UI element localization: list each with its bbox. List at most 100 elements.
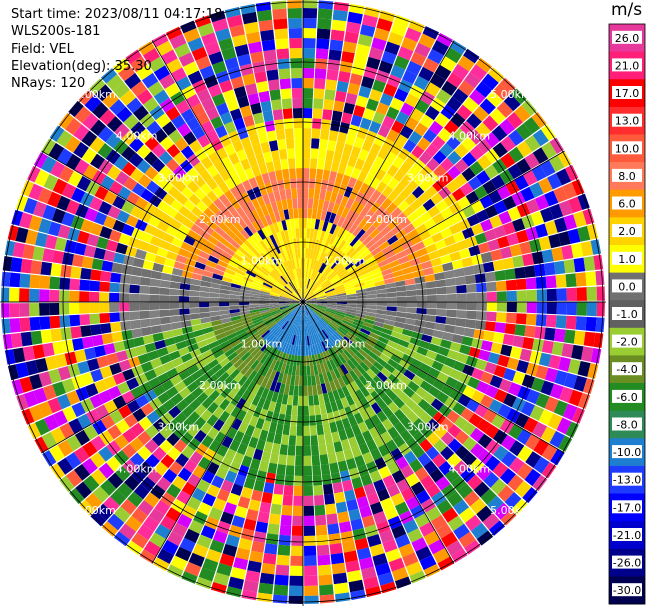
- ppi-gate: [276, 317, 286, 325]
- ppi-gate: [97, 126, 114, 143]
- ppi-gate: [250, 247, 260, 257]
- ppi-gate: [311, 323, 317, 334]
- ppi-gate: [303, 38, 316, 49]
- ppi-gate: [208, 202, 220, 215]
- ppi-gate: [408, 20, 425, 33]
- ppi-gate: [397, 147, 411, 161]
- ppi-gate: [239, 63, 254, 76]
- ppi-gate: [549, 203, 564, 220]
- ppi-gate: [370, 501, 384, 515]
- ppi-gate: [213, 394, 225, 407]
- ppi-gate: [549, 430, 565, 448]
- ppi-gate: [100, 175, 115, 190]
- ppi-gate: [420, 260, 433, 270]
- ppi-gate: [375, 386, 386, 398]
- ring-label: 4.00km: [449, 130, 491, 143]
- ppi-gate: [273, 327, 282, 337]
- ppi-gate: [315, 260, 321, 271]
- ppi-gate: [215, 70, 230, 84]
- ppi-gate: [144, 439, 159, 454]
- ppi-gate: [313, 188, 321, 200]
- ppi-gate: [444, 324, 456, 334]
- ppi-gate: [273, 314, 283, 321]
- ppi-gate: [563, 259, 576, 274]
- ppi-gate: [235, 547, 251, 561]
- ppi-gate: [262, 314, 272, 320]
- ppi-gate: [386, 106, 400, 120]
- ppi-gate: [335, 329, 345, 338]
- ppi-gate: [428, 367, 441, 379]
- ppi-gate: [253, 448, 264, 461]
- ppi-gate: [174, 137, 189, 152]
- ppi-gate: [468, 413, 483, 428]
- ppi-gate: [298, 385, 303, 396]
- ppi-gate: [49, 445, 65, 463]
- ppi-gate: [234, 474, 247, 487]
- ppi-gate: [534, 326, 546, 340]
- ppi-gate: [311, 312, 319, 322]
- ppi-gate: [220, 387, 232, 399]
- ppi-gate: [316, 209, 323, 220]
- ppi-gate: [423, 530, 440, 546]
- ppi-gate: [110, 489, 127, 506]
- ppi-gate: [167, 446, 181, 461]
- ppi-gate: [141, 326, 153, 337]
- ppi-gate: [208, 507, 223, 521]
- ppi-gate: [307, 299, 317, 302]
- ppi-gate: [168, 405, 182, 419]
- ppi-gate: [436, 523, 453, 539]
- ppi-gate: [319, 352, 326, 363]
- ppi-gate: [190, 370, 203, 381]
- ppi-gate: [321, 316, 331, 324]
- ppi-gate: [289, 299, 299, 302]
- ppi-gate: [516, 429, 532, 445]
- ppi-gate: [466, 292, 477, 302]
- ppi-gate: [224, 470, 238, 484]
- ppi-gate: [229, 368, 241, 380]
- ppi-gate: [275, 129, 286, 140]
- ppi-gate: [272, 313, 283, 319]
- ppi-gate: [288, 435, 296, 446]
- ppi-gate: [186, 496, 202, 511]
- ppi-gate: [247, 357, 257, 368]
- ppi-gate: [159, 354, 172, 365]
- ppi-gate: [375, 168, 387, 181]
- ppi-gate: [285, 311, 294, 319]
- ppi-gate: [317, 320, 325, 330]
- ppi-gate: [49, 125, 65, 142]
- ppi-gate: [432, 453, 447, 468]
- ppi-gate: [315, 307, 326, 312]
- ppi-gate: [283, 229, 290, 241]
- ppi-gate: [411, 145, 425, 159]
- ppi-gate: [316, 297, 327, 300]
- ppi-gate: [252, 143, 263, 156]
- ppi-gate: [477, 449, 493, 465]
- ppi-gate: [392, 195, 405, 207]
- ppi-gate: [304, 258, 308, 269]
- ppi-gate: [468, 347, 481, 359]
- ppi-gate: [38, 371, 52, 387]
- ppi-gate: [206, 484, 220, 498]
- ppi-gate: [306, 335, 310, 346]
- ppi-gate: [251, 315, 262, 322]
- ppi-gate: [306, 299, 317, 302]
- ppi-gate: [299, 375, 303, 386]
- ppi-gate: [268, 140, 279, 152]
- ppi-gate: [342, 319, 353, 327]
- ppi-gate: [374, 317, 386, 324]
- ppi-gate: [350, 146, 362, 158]
- ppi-gate: [544, 327, 556, 341]
- ring-label: 2.00km: [365, 213, 407, 226]
- ppi-gate: [186, 167, 200, 181]
- ppi-gate: [289, 302, 300, 305]
- ppi-gate: [222, 89, 236, 103]
- ppi-gate: [293, 291, 301, 299]
- ppi-gate: [181, 270, 193, 279]
- ppi-gate: [183, 61, 199, 76]
- ppi-gate: [413, 269, 425, 278]
- ppi-gate: [337, 387, 346, 399]
- ppi-gate: [255, 322, 265, 329]
- ppi-gate: [299, 355, 303, 366]
- ppi-gate: [139, 294, 150, 302]
- ppi-gate: [405, 496, 420, 510]
